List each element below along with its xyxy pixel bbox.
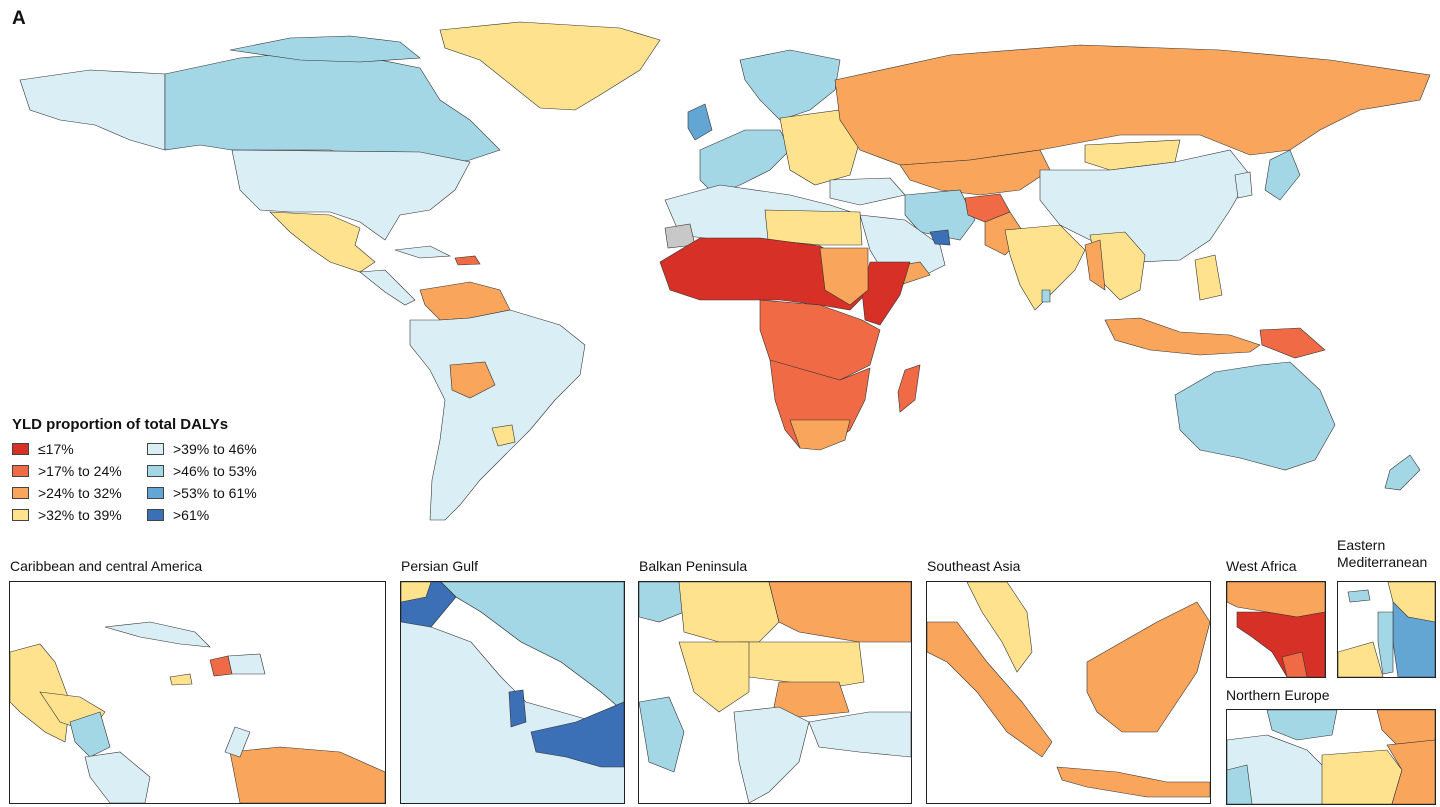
region-madagascar xyxy=(897,364,921,413)
inset-eastern-mediterranean-map xyxy=(1338,582,1435,677)
legend-label: >17% to 24% xyxy=(38,463,122,479)
region-indonesia xyxy=(1104,317,1261,356)
inset-southeast-asia-map xyxy=(927,582,1210,803)
inset-persian-gulf-map xyxy=(401,582,624,803)
inset-northern-europe-map xyxy=(1227,710,1435,804)
region-western-europe xyxy=(699,129,791,196)
inset-persian-gulf xyxy=(400,581,625,804)
legend-item: >24% to 32% xyxy=(12,483,147,503)
inset-balkan xyxy=(638,581,912,804)
region-south-africa xyxy=(789,419,851,451)
inset-label-northern-europe: Northern Europe xyxy=(1226,687,1330,703)
region-greenland xyxy=(439,21,661,111)
region-cuba xyxy=(394,245,452,259)
region-sudan-ethiopia xyxy=(819,247,869,306)
inset-caribbean-map xyxy=(10,621,385,803)
legend-swatch xyxy=(147,465,164,477)
inset-label-persian-gulf: Persian Gulf xyxy=(401,558,479,574)
legend-label: >32% to 39% xyxy=(38,507,122,523)
legend-title: YLD proportion of total DALYs xyxy=(12,416,229,433)
inset-caribbean xyxy=(9,581,386,804)
inset-west-africa-map xyxy=(1227,582,1325,677)
legend-swatch xyxy=(12,487,29,499)
region-new-zealand xyxy=(1384,454,1421,491)
region-south-america xyxy=(409,309,586,521)
legend-label: >24% to 32% xyxy=(38,485,122,501)
region-arctic-islands xyxy=(229,35,421,63)
region-turkey xyxy=(829,177,906,206)
inset-label-balkan: Balkan Peninsula xyxy=(639,558,748,574)
legend-item: >53% to 61% xyxy=(147,483,282,503)
region-sri-lanka xyxy=(1041,289,1051,303)
inset-northern-europe xyxy=(1226,709,1436,805)
legend-swatch xyxy=(12,465,29,477)
region-korea xyxy=(1234,171,1253,199)
legend-swatch xyxy=(147,487,164,499)
inset-west-africa xyxy=(1226,581,1326,678)
region-usa xyxy=(231,149,471,241)
panel-letter: A xyxy=(12,8,26,29)
inset-label-caribbean: Caribbean and central America xyxy=(10,558,203,574)
legend-label: >39% to 46% xyxy=(173,441,257,457)
region-mexico xyxy=(269,211,376,273)
region-horn-of-africa xyxy=(861,261,911,326)
region-kazakhstan xyxy=(899,149,1051,196)
region-japan xyxy=(1264,149,1301,201)
legend-item: >61% xyxy=(147,505,282,525)
region-new-guinea xyxy=(1259,327,1326,359)
region-alaska xyxy=(19,69,166,151)
region-sahel xyxy=(659,237,871,311)
region-iran xyxy=(904,189,976,241)
inset-balkan-map xyxy=(639,582,911,803)
inset-label-southeast-asia: Southeast Asia xyxy=(927,558,1021,574)
legend-item: >17% to 24% xyxy=(12,461,147,481)
legend-label: >46% to 53% xyxy=(173,463,257,479)
region-central-america xyxy=(359,269,416,306)
inset-southeast-asia xyxy=(926,581,1211,804)
legend-label: ≤17% xyxy=(38,441,74,457)
legend-label: >61% xyxy=(173,507,210,523)
region-uae xyxy=(929,229,951,246)
inset-label-west-africa: West Africa xyxy=(1226,558,1297,574)
region-central-africa xyxy=(759,299,881,381)
world-map xyxy=(19,21,1431,521)
inset-eastern-mediterranean xyxy=(1337,581,1436,678)
region-uk xyxy=(687,103,713,141)
region-bolivia xyxy=(449,361,496,399)
legend-swatch xyxy=(12,443,29,455)
region-philippines xyxy=(1194,254,1223,301)
region-scandinavia xyxy=(739,49,841,121)
legend-item: >46% to 53% xyxy=(147,461,282,481)
region-hispaniola xyxy=(454,255,481,266)
inset-label-eastern-mediterranean: Eastern Mediterranean xyxy=(1337,537,1428,570)
legend-swatch xyxy=(12,509,29,521)
region-paraguay-uruguay xyxy=(491,424,516,447)
legend: YLD proportion of total DALYs ≤17% >17% … xyxy=(12,416,282,525)
region-myanmar xyxy=(1084,239,1106,291)
legend-swatch xyxy=(147,443,164,455)
legend-swatch xyxy=(147,509,164,521)
legend-item: >39% to 46% xyxy=(147,439,282,459)
legend-grid: ≤17% >17% to 24% >24% to 32% >32% to 39%… xyxy=(12,439,282,525)
legend-item: >32% to 39% xyxy=(12,505,147,525)
region-australia xyxy=(1174,361,1336,471)
legend-item: ≤17% xyxy=(12,439,147,459)
legend-label: >53% to 61% xyxy=(173,485,257,501)
region-egypt-libya xyxy=(764,209,863,246)
